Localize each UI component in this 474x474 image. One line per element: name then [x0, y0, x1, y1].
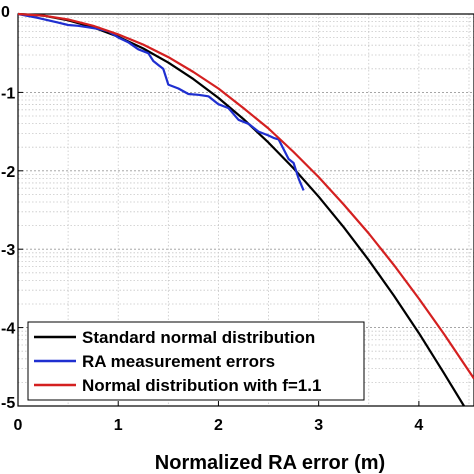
legend-box	[27, 321, 365, 401]
x-tick-label: 4	[414, 417, 423, 434]
series-line-3	[17, 12, 474, 380]
x-tick-label: 2	[214, 417, 223, 434]
series-line-2	[17, 12, 305, 191]
series-lines	[17, 12, 474, 407]
y-tick-label: -4	[1, 321, 15, 338]
x-tick-label: 1	[114, 417, 123, 434]
legend-label-3: Normal distribution with f=1.1	[82, 376, 321, 395]
x-tick-label: 0	[14, 417, 23, 434]
y-tick-label: -2	[1, 164, 15, 181]
legend-label-2: RA measurement errors	[82, 352, 275, 371]
legend-label-1: Standard normal distribution	[82, 328, 315, 347]
legend: Standard normal distribution RA measureme…	[27, 321, 365, 401]
tick-labels: 0 1 2 3 4 0 -1 -2 -3 -4 -5	[1, 4, 423, 434]
y-tick-label: 0	[1, 4, 10, 21]
y-tick-label: -5	[1, 395, 15, 412]
y-tick-label: -1	[1, 85, 15, 102]
plot-frame	[17, 13, 474, 407]
y-tick-label: -3	[1, 242, 15, 259]
x-tick-label: 3	[314, 417, 323, 434]
x-axis-label: Normalized RA error (m)	[155, 452, 385, 474]
